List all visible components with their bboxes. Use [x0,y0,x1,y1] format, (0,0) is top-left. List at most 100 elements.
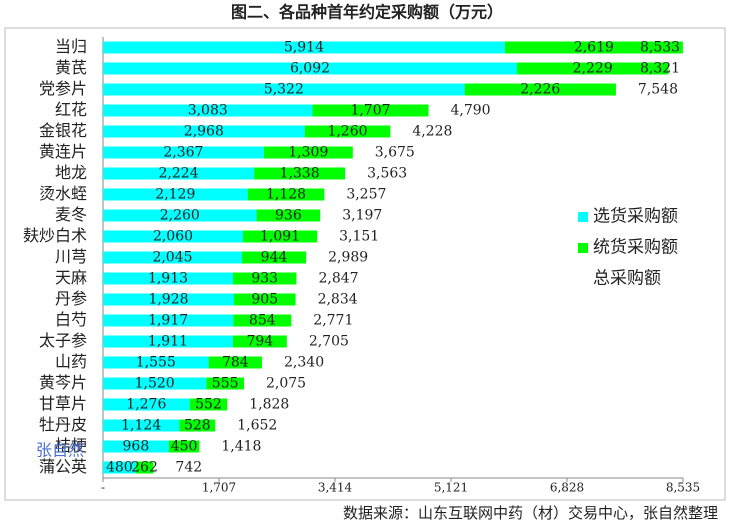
total-label: 4,790 [451,103,491,119]
y-tick-label: 黄连片 [39,142,87,161]
value-label: 1,707 [350,103,390,119]
value-label: 944 [261,250,288,266]
total-label: 8,321 [640,61,680,77]
y-tick-label: 红花 [55,100,87,119]
bar-segment [103,356,209,369]
total-label: 1,418 [221,439,261,455]
total-label: 2,340 [284,355,324,371]
bar-segment [103,83,465,96]
bar-segment [254,167,346,180]
y-tick-label: 桔梗 [55,436,87,455]
bar-segment [103,335,233,348]
value-label: 1,338 [280,166,320,182]
value-label: 1,917 [148,313,188,329]
bar-segment [233,314,292,327]
bar-segment [234,293,296,306]
bar-segment [242,230,318,243]
value-label: 5,914 [284,40,324,56]
value-label: 528 [184,418,211,434]
bar-segment [103,104,313,117]
total-label: 742 [175,460,202,476]
total-label: 7,548 [638,82,678,98]
y-tick-label: 黄芩片 [39,373,87,392]
y-tick-label: 川芎 [55,247,87,266]
bar-segment [103,41,505,54]
bar-segment [263,146,353,159]
chart-title: 图二、各品种首年约定采购额（万元） [231,3,503,22]
x-tick-label: 3,414 [318,481,353,495]
bar-segment [232,335,287,348]
value-label: 2,367 [163,145,203,161]
value-label: 1,555 [136,355,176,371]
bar-segment [247,188,325,201]
value-label: 555 [212,376,239,392]
value-label: 1,124 [121,418,161,434]
value-label: 552 [195,397,222,413]
total-label: 3,197 [342,208,382,224]
legend-label: 选货采购额 [593,207,678,227]
bar-segment [103,125,305,138]
value-label: 905 [251,292,278,308]
bar-segment [103,209,257,222]
y-tick-label: 太子参 [39,331,87,350]
value-label: 1,260 [327,124,367,140]
bar-segment [103,461,136,474]
value-label: 2,224 [159,166,199,182]
y-tick-label: 山药 [55,352,87,371]
total-label: 4,228 [412,124,452,140]
total-label: 2,771 [313,313,353,329]
bar-segment [103,293,235,306]
source-note: 数据来源：山东互联网中药（材）交易中心，张自然整理 [343,504,718,522]
total-label: 3,151 [339,229,379,245]
value-label: 1,928 [148,292,188,308]
chart-border [4,27,726,501]
total-label: 3,257 [346,187,386,203]
y-tick-label: 天麻 [55,268,87,287]
value-label: 1,913 [148,271,188,287]
total-label: 3,563 [367,166,407,182]
legend-swatch [578,212,588,222]
x-tick-label: 8,535 [666,481,700,495]
y-tick-label: 地龙 [55,163,87,182]
legend-label: 总采购额 [593,269,661,289]
bar-segment [103,167,255,180]
value-label: 1,128 [266,187,306,203]
legend-label: 统货采购额 [593,238,678,258]
x-tick-label: 5,121 [434,481,468,495]
y-tick-label: 麦冬 [55,205,87,224]
total-label: 2,989 [328,250,368,266]
y-tick-label: 牡丹皮 [39,415,87,434]
total-label: 2,847 [318,271,358,287]
bar-segment [179,419,216,432]
bar-segment [168,440,200,453]
bar-segment [103,251,242,264]
total-label: 3,675 [375,145,415,161]
y-tick-label: 丹参 [55,289,87,308]
value-label: 480 [106,460,133,476]
bar-segment [256,209,321,222]
value-label: 933 [251,271,278,287]
value-label: 1,520 [135,376,175,392]
value-label: 854 [249,313,276,329]
y-tick-label: 党参片 [39,79,87,98]
y-tick-label: 白芍 [55,310,87,329]
y-tick-label: 金银花 [39,121,87,140]
y-tick-label: 烫水蛭 [39,184,87,203]
value-label: 1,309 [288,145,328,161]
x-tick-label: - [101,481,105,495]
value-label: 262 [131,460,158,476]
bar-segment [241,251,307,264]
value-label: 1,911 [148,334,188,350]
value-label: 2,229 [573,61,613,77]
total-label: 1,828 [249,397,289,413]
value-label: 794 [246,334,273,350]
legend-swatch [578,243,588,253]
bar-segment [464,83,616,96]
value-label: 936 [275,208,302,224]
value-label: 450 [171,439,198,455]
total-label: 2,075 [266,376,306,392]
value-label: 2,260 [160,208,200,224]
bar-segment [103,419,180,432]
value-label: 2,968 [184,124,224,140]
